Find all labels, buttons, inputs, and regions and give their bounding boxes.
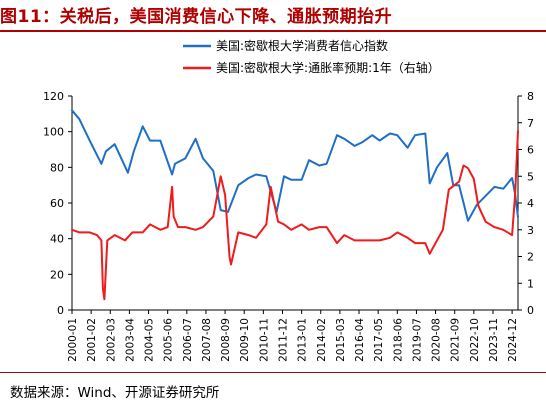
x-tick-label: 2009-10 [239,318,251,362]
x-tick-label: 2014-02 [316,318,328,362]
x-tick-label: 2015-03 [335,318,347,362]
series-line-1 [71,109,519,222]
y-right-tick-label: 7 [527,117,534,130]
y-left-tick-label: 20 [50,268,64,281]
x-tick-label: 2023-11 [488,318,500,362]
source-rule [0,372,546,373]
x-tick-label: 2004-05 [144,318,156,362]
x-tick-label: 2020-08 [431,318,443,362]
y-left-tick-label: 60 [50,197,64,210]
y-left-tick-label: 40 [50,233,64,246]
y-left-tick-label: 100 [43,126,64,139]
x-tick-label: 2005-06 [163,318,175,362]
y-right-tick-label: 2 [527,251,534,264]
x-tick-label: 2011-12 [277,318,289,362]
series-layer [71,109,519,301]
x-tick-label: 2001-02 [86,318,98,362]
y-right-tick-label: 6 [527,144,534,157]
x-tick-label: 2016-04 [354,318,366,362]
legend-label-2: 美国:密歇根大学:通胀率预期:1年（右轴） [216,60,440,75]
x-tick-label: 2010-11 [258,318,270,362]
x-tick-label: 2006-07 [182,318,194,362]
series-line-2 [71,129,519,301]
y-right-tick-label: 8 [527,90,534,103]
y-right-tick-label: 4 [527,197,534,210]
x-tick-label: 2024-12 [507,318,519,362]
source-note: 数据来源：Wind、开源证券研究所 [10,385,220,401]
x-tick-label: 2013-01 [297,318,309,362]
y-left-tick-label: 80 [50,161,64,174]
y-right-tick-label: 5 [527,170,534,183]
figure-title: 图11：关税后，美国消费信心下降、通胀预期抬升 [0,7,393,27]
y-right-tick-label: 3 [527,224,534,237]
legend-label-1: 美国:密歇根大学消费者信心指数 [216,38,388,53]
title-rule [0,30,546,32]
x-tick-label: 2022-10 [469,318,481,362]
x-tick-label: 2000-01 [67,318,79,362]
y-right-tick-label: 0 [527,304,534,317]
x-tick-label: 2008-09 [220,318,232,362]
x-tick-label: 2003-04 [124,318,136,362]
y-left-tick-label: 0 [57,304,64,317]
x-tick-label: 2002-03 [105,318,117,362]
x-tick-label: 2017-05 [373,318,385,362]
x-tick-label: 2021-09 [450,318,462,362]
y-right-tick-label: 1 [527,277,534,290]
y-left-tick-label: 120 [43,90,64,103]
x-tick-label: 2007-08 [201,318,213,362]
x-tick-label: 2019-07 [411,318,423,362]
x-tick-label: 2018-06 [392,318,404,362]
axes: 0 20 40 60 80 100 120 0 1 2 3 4 5 6 7 8 2000-01 2001-02 20… [43,90,534,362]
